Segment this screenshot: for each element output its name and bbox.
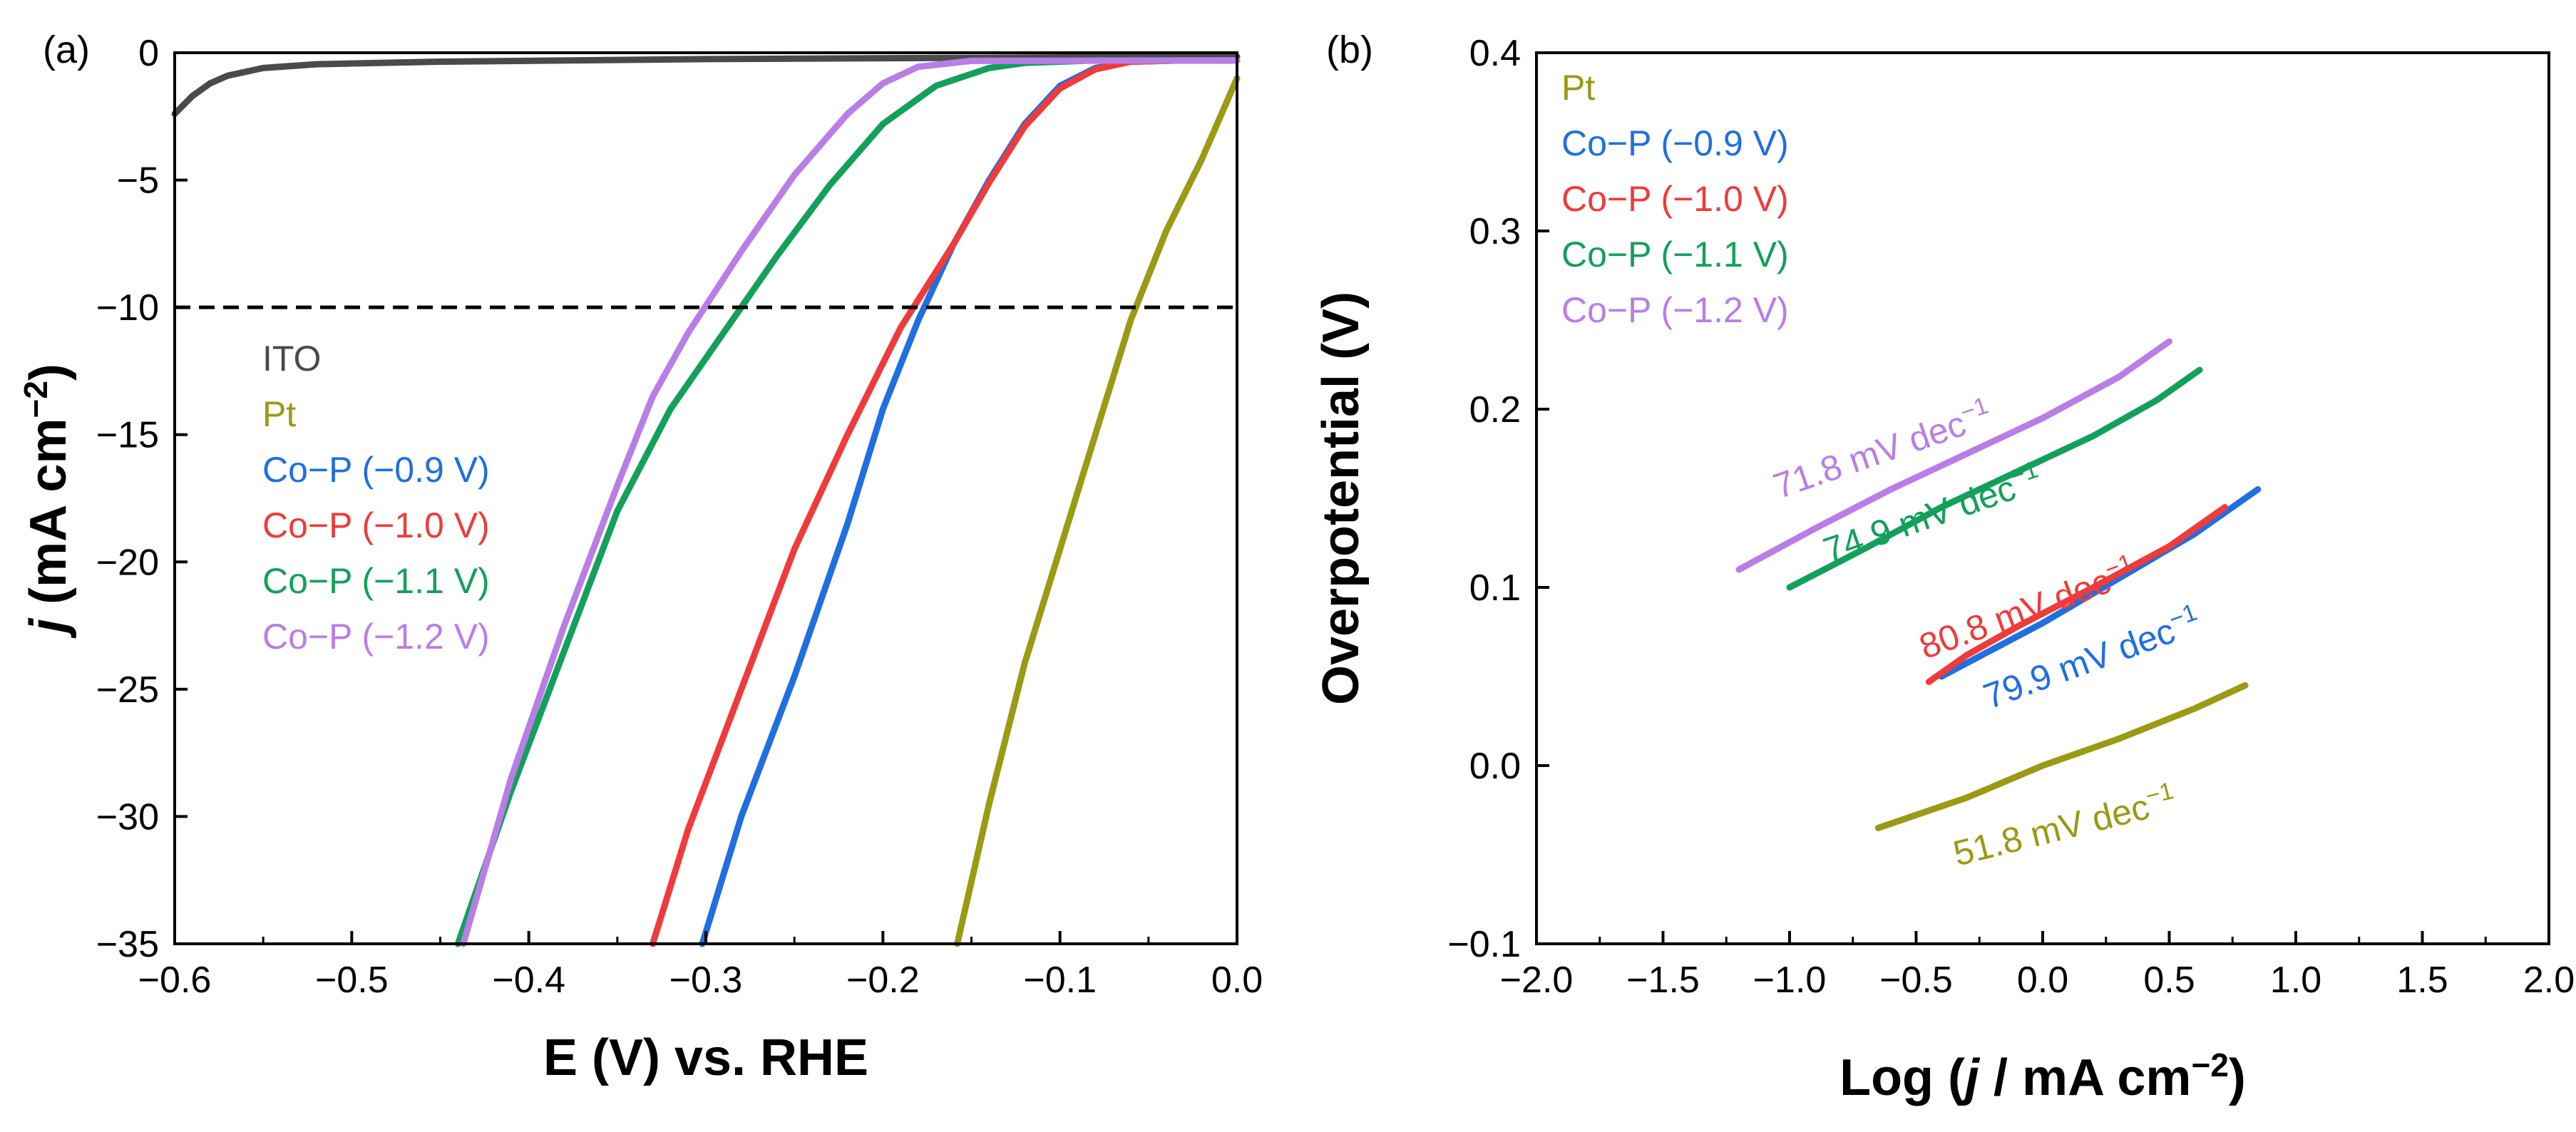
- legend-a-item-cop-09: Co−P (−0.9 V): [262, 450, 490, 490]
- panel-b-x-axis-sup: −2: [2191, 1046, 2228, 1084]
- panel-a-x-ticks: −0.6 −0.5 −0.4 −0.3 −0.2 −0.1 0.0: [138, 931, 1263, 1001]
- panel-b-y-tick-label: 0.0: [1469, 746, 1521, 787]
- legend-b-item-cop-10: Co−P (−1.0 V): [1561, 179, 1789, 219]
- panel-a-y-tick-label: −25: [96, 669, 159, 711]
- panel-b-x-axis-close: ): [2229, 1049, 2246, 1106]
- panel-a-x-tick-label: −0.2: [846, 959, 920, 1001]
- panel-b-y-tick-label: 0.2: [1469, 389, 1521, 431]
- panel-b-y-axis-title: Overpotential (V): [1313, 292, 1370, 705]
- panel-a-x-axis-title: E (V) vs. RHE: [543, 1029, 868, 1086]
- panel-a-y-axis-close: ): [20, 364, 77, 381]
- panel-a-y-tick-label: −5: [117, 160, 159, 202]
- panel-b-series-pt: [1874, 682, 2249, 831]
- panel-b-x-tick-label: −1.5: [1626, 959, 1700, 1001]
- panel-a-y-axis-sup: −2: [17, 381, 54, 418]
- legend-a-item-cop-10: Co−P (−1.0 V): [262, 505, 490, 545]
- panel-b-series-co-p-1-2-v: [1735, 338, 2172, 573]
- panel-b-slope-labels: 71.8 mV dec−1 74.9 mV dec−1 80.8 mV dec−…: [1768, 392, 2200, 874]
- legend-a-item-cop-11: Co−P (−1.1 V): [262, 561, 490, 601]
- panel-a-y-axis-title: j (mA cm−2): [17, 364, 77, 639]
- panel-a-y-axis-j: j: [20, 617, 77, 639]
- legend-a-item-cop-12: Co−P (−1.2 V): [262, 617, 490, 657]
- panel-b-x-tick-label: −1.0: [1753, 959, 1827, 1001]
- legend-b-item-cop-12: Co−P (−1.2 V): [1561, 290, 1789, 330]
- panel-b-legend: Pt Co−P (−0.9 V) Co−P (−1.0 V) Co−P (−1.…: [1561, 68, 1789, 330]
- panel-b-x-tick-label: 1.0: [2270, 959, 2321, 1001]
- panel-b-y-ticks: −0.1 0.0 0.1 0.2 0.3 0.4: [1447, 33, 1549, 965]
- panel-a-x-tick-label: −0.6: [138, 959, 212, 1001]
- panel-b-series-co-p-1-0-v: [1925, 504, 2229, 685]
- panel-a-y-tick-label: −20: [96, 542, 159, 583]
- panel-a-series-co-p-1-1-v: [454, 57, 1241, 947]
- panel-b-y-tick-label: 0.3: [1469, 211, 1521, 252]
- legend-b-item-pt: Pt: [1561, 68, 1595, 108]
- panel-b-x-tick-label: −0.5: [1879, 959, 1953, 1001]
- panel-a-series-co-p-1-2-v: [460, 57, 1241, 947]
- panel-a-y-tick-label: −10: [96, 287, 159, 329]
- panel-a-label: (a): [43, 29, 90, 71]
- panel-a-y-axis-unit: (mA cm: [20, 418, 77, 619]
- panel-a-x-tick-label: 0.0: [1211, 959, 1263, 1001]
- panel-a-x-tick-label: −0.5: [315, 959, 389, 1001]
- legend-a-item-pt: Pt: [262, 394, 296, 434]
- panel-a-y-tick-label: −30: [96, 796, 159, 838]
- panel-a-series-ito: [171, 53, 1241, 118]
- panel-b-y-tick-label: 0.1: [1469, 567, 1521, 609]
- panel-a-x-tick-label: −0.3: [669, 959, 743, 1001]
- panel-a-y-tick-label: 0: [138, 33, 159, 74]
- panel-b-series: [1735, 338, 2262, 831]
- panel-b-x-tick-label: 2.0: [2523, 959, 2575, 1001]
- panel-b-x-tick-label: 0.5: [2143, 959, 2195, 1001]
- panel-b-y-tick-label: 0.4: [1469, 33, 1521, 74]
- panel-b: (b) −2.0 −1.5 −1.0 −0.5 0.0 0.5 1.0 1.5 2.0 −0.1…: [1313, 29, 2575, 1106]
- panel-a: (a) −0.6 −0.5 −0.4 −0.3 −0.2 −0.1 0.0 0 −5 −10 −1…: [17, 29, 1263, 1086]
- panel-b-x-tick-label: 1.5: [2396, 959, 2448, 1001]
- legend-b-item-cop-11: Co−P (−1.1 V): [1561, 235, 1789, 274]
- panel-b-x-axis-unit: / mA cm: [1979, 1049, 2191, 1106]
- panel-b-series-co-p-0-9-v: [1938, 486, 2262, 680]
- panel-b-series-co-p-1-1-v: [1786, 366, 2203, 591]
- panel-b-label: (b): [1326, 29, 1373, 71]
- panel-a-y-ticks: 0 −5 −10 −15 −20 −25 −30 −35: [96, 33, 188, 965]
- panel-b-x-tick-label: −2.0: [1500, 959, 1574, 1001]
- legend-b-item-cop-09: Co−P (−0.9 V): [1561, 123, 1789, 163]
- panel-b-x-axis-title: Log (j / mA cm−2): [1839, 1046, 2246, 1106]
- panel-a-series: [171, 53, 1241, 947]
- panel-b-x-tick-label: 0.0: [2017, 959, 2068, 1001]
- panel-a-y-tick-label: −35: [96, 924, 159, 965]
- panel-b-x-ticks: −2.0 −1.5 −1.0 −0.5 0.0 0.5 1.0 1.5 2.0: [1500, 931, 2575, 1001]
- panel-a-x-tick-label: −0.4: [492, 959, 565, 1001]
- panel-b-y-tick-label: −0.1: [1447, 924, 1521, 965]
- panel-a-x-tick-label: −0.1: [1023, 959, 1097, 1001]
- panel-a-y-tick-label: −15: [96, 415, 159, 456]
- panel-a-series-pt: [954, 75, 1241, 947]
- panel-a-legend: ITO Pt Co−P (−0.9 V) Co−P (−1.0 V) Co−P …: [262, 339, 490, 657]
- panel-b-x-axis-pre: Log (: [1839, 1049, 1965, 1106]
- legend-a-item-ito: ITO: [262, 339, 321, 379]
